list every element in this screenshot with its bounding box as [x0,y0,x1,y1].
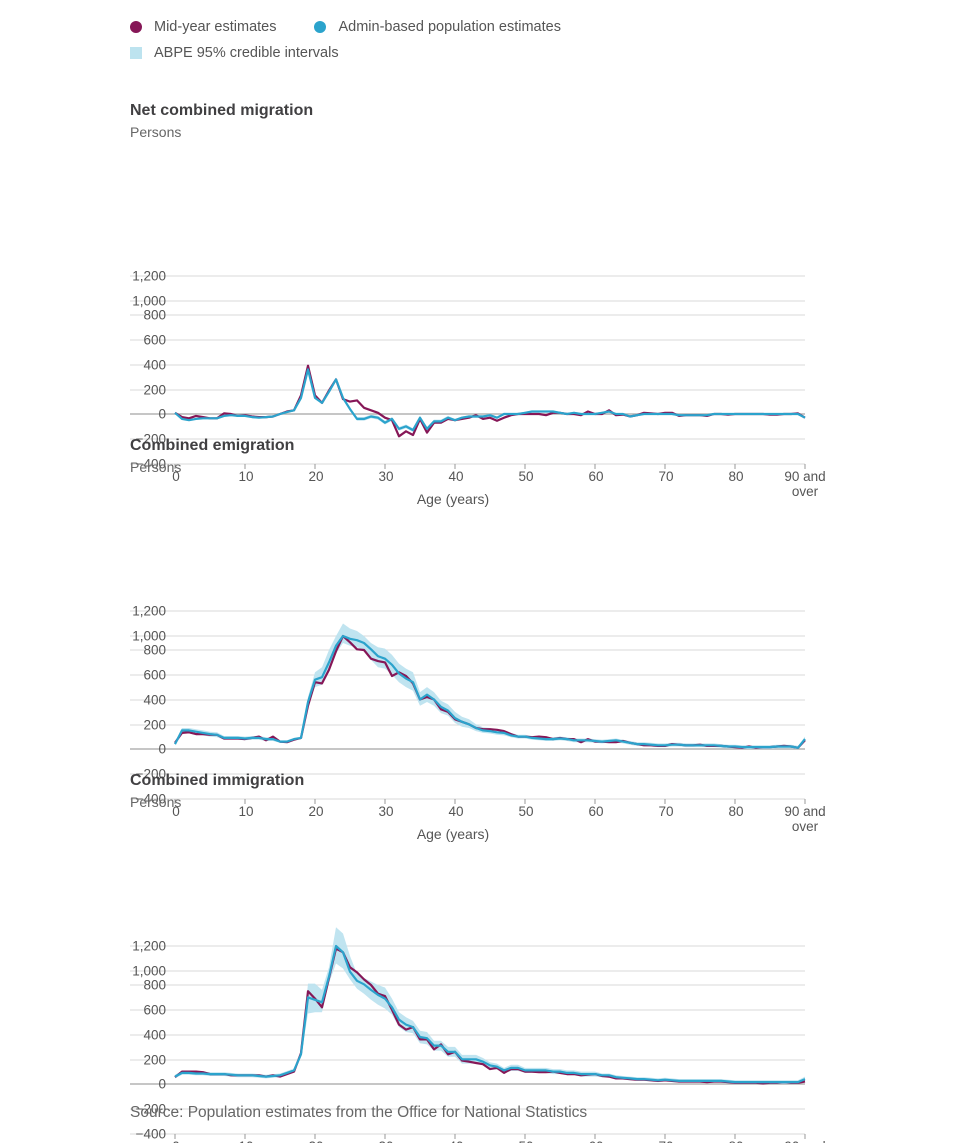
y-tick-label: −400 [136,457,166,472]
y-tick-label: 800 [143,978,166,993]
y-tick-label: 600 [143,668,166,683]
x-tick-label: 60 [588,804,603,819]
y-tick-label: 1,000 [132,294,166,309]
x-tick-label: 40 [448,469,463,484]
abpe-series-line [174,944,806,1084]
x-tick-label: 30 [378,1139,393,1143]
x-tick-label: 30 [378,469,393,484]
x-tick-label: 80 [728,804,743,819]
abpe-legend-label: Admin-based population estimates [338,19,561,35]
x-tick-label: over [792,484,819,499]
abpe-legend-marker [314,21,327,33]
abpe-series-line [174,634,806,749]
x-tick-label: 80 [728,1139,743,1143]
abpe-credible-interval-band [175,367,805,432]
x-tick-label: 10 [238,804,253,819]
x-tick-label: 30 [378,804,393,819]
x-tick-label: 20 [308,804,323,819]
y-tick-label: −400 [136,792,166,807]
chart-subtitle: Persons [130,459,182,475]
y-tick-label: −400 [136,1127,166,1142]
y-tick-label: 1,200 [132,269,166,284]
chart-title: Combined immigration [130,772,305,789]
y-tick-label: 400 [143,1028,166,1043]
x-tick-label: 10 [238,1139,253,1143]
immigration-chart: Combined immigration Persons 1,200 1,000 8… [0,772,960,1143]
x-tick-label: 20 [308,1139,323,1143]
x-tick-label: 90 and [784,1139,825,1143]
y-tick-label: 600 [143,333,166,348]
x-tick-label: 60 [588,469,603,484]
x-axis-title: Age (years) [417,491,489,507]
y-tick-label: 1,200 [132,939,166,954]
x-tick-label: 0 [172,1139,180,1143]
x-axis-title: Age (years) [417,826,489,842]
x-tick-label: 40 [448,1139,463,1143]
x-tick-label: 90 and [784,804,825,819]
y-tick-label: 800 [143,643,166,658]
y-tick-label: 200 [143,718,166,733]
x-tick-label: 20 [308,469,323,484]
y-tick-label: −200 [136,432,166,447]
chart-subtitle: Persons [130,124,182,140]
y-tick-label: −200 [136,1102,166,1117]
y-tick-label: 200 [143,383,166,398]
y-tick-label: 1,000 [132,629,166,644]
ci-legend-label: ABPE 95% credible intervals [154,45,339,61]
chart-title: Net combined migration [130,102,314,119]
legend-row-lines: Mid-year estimates Admin-based populatio… [130,16,830,38]
x-tick-label: 0 [172,804,180,819]
y-tick-label: 200 [143,1053,166,1068]
x-tick-label: 70 [658,1139,673,1143]
y-tick-label: 1,200 [132,604,166,619]
y-tick-label: 400 [143,358,166,373]
x-tick-label: 80 [728,469,743,484]
x-tick-label: 0 [172,469,180,484]
mye-series-line [174,364,806,438]
x-tick-label: over [792,819,819,834]
x-tick-label: 50 [518,804,533,819]
chart-subtitle: Persons [130,794,182,810]
emigration-chart: Combined emigration Persons 1,200 1,000 80… [0,437,960,842]
net-migration-chart: Net combined migration Persons 1,200 1,00… [0,102,960,507]
legend: Mid-year estimates Admin-based populatio… [130,16,830,68]
y-tick-label: 600 [143,1003,166,1018]
y-tick-label: 0 [158,407,166,422]
chart-title: Combined emigration [130,437,295,454]
y-tick-label: 400 [143,693,166,708]
source-note: Source: Population estimates from the Of… [130,1104,588,1121]
y-tick-label: 800 [143,308,166,323]
x-tick-label: 10 [238,469,253,484]
legend-item-abpe[interactable]: Admin-based population estimates [314,19,561,35]
y-tick-label: 0 [158,1077,166,1092]
legend-item-mye[interactable]: Mid-year estimates [130,19,276,35]
ci-legend-marker [130,47,142,59]
x-tick-label: 40 [448,804,463,819]
mye-legend-marker [130,21,142,33]
x-tick-label: 60 [588,1139,603,1143]
mye-legend-label: Mid-year estimates [154,19,277,35]
x-tick-label: 90 and [784,469,825,484]
legend-item-ci[interactable]: ABPE 95% credible intervals [130,45,339,61]
x-tick-label: 50 [518,469,533,484]
abpe-series-line [174,368,806,432]
legend-row-ci: ABPE 95% credible intervals [130,42,830,64]
x-tick-label: 70 [658,804,673,819]
y-tick-label: 1,000 [132,964,166,979]
x-tick-label: 70 [658,469,673,484]
y-tick-label: 0 [158,742,166,757]
y-tick-label: −200 [136,767,166,782]
x-tick-label: 50 [518,1139,533,1143]
